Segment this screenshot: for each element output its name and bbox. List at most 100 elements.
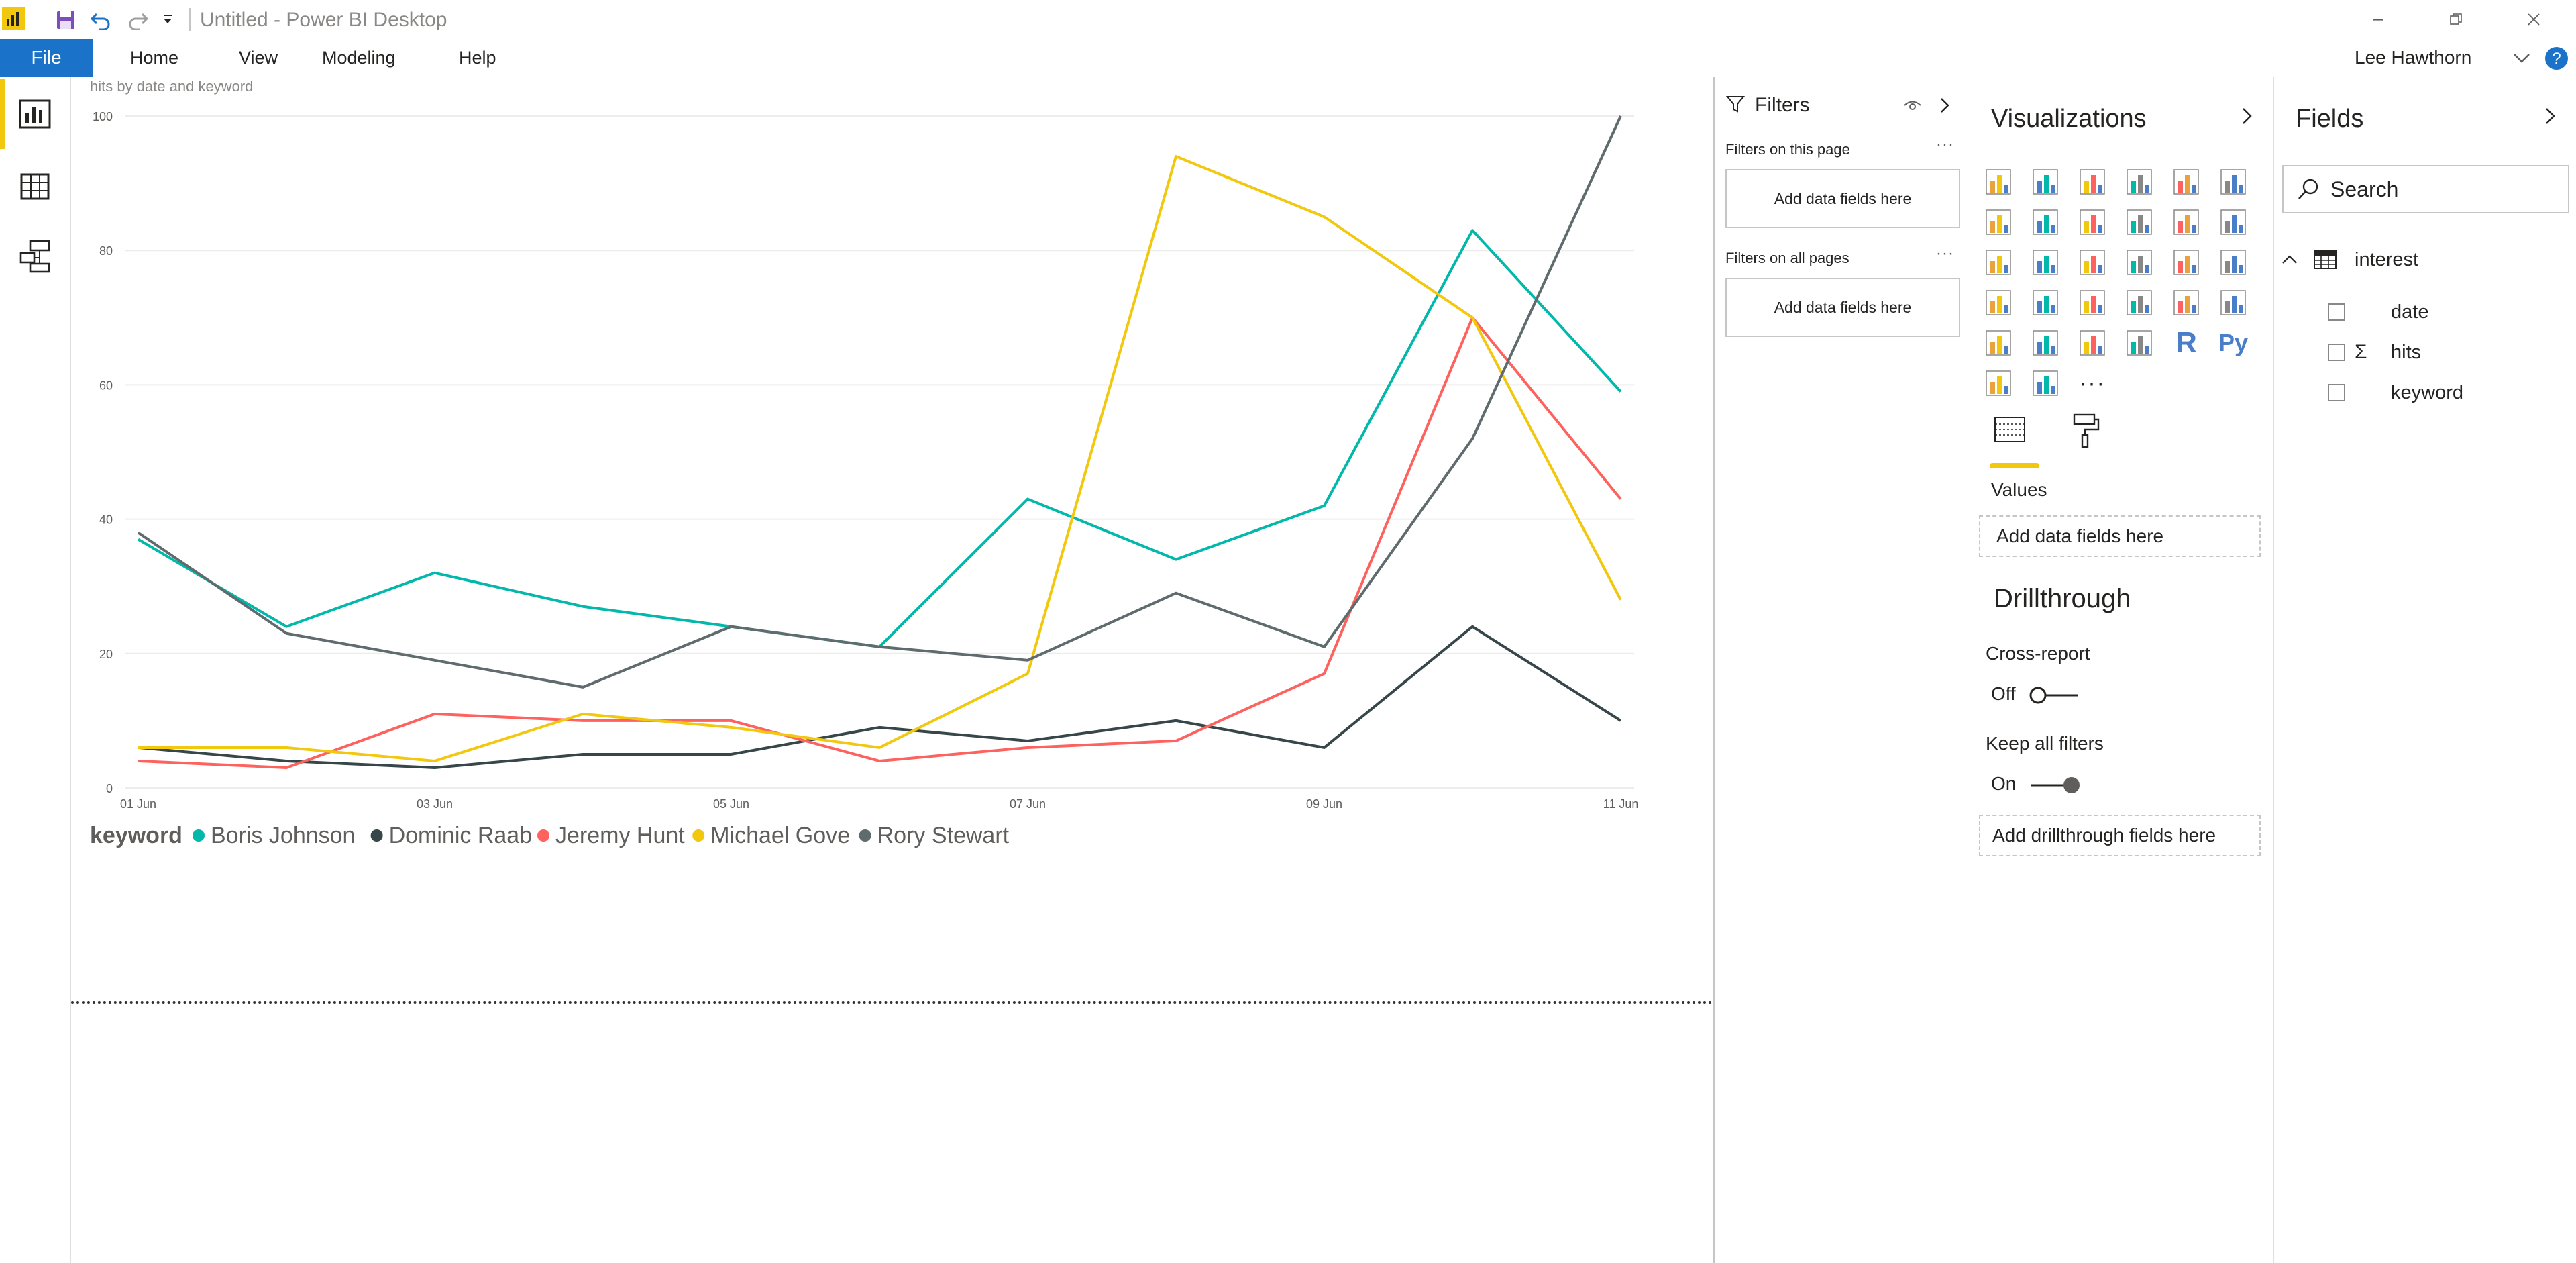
minimize-button[interactable] <box>2341 0 2415 39</box>
clustered-bar-chart-icon[interactable] <box>2076 165 2109 199</box>
clustered-column-chart-icon[interactable] <box>2123 165 2156 199</box>
collapse-fields-chevron-icon[interactable] <box>2540 106 2560 126</box>
map-icon[interactable] <box>2216 246 2250 279</box>
python-visual-icon[interactable]: Py <box>2216 326 2250 360</box>
model-view-icon[interactable] <box>0 221 70 291</box>
collapse-filters-chevron-icon[interactable] <box>1936 97 1953 114</box>
matrix-icon[interactable] <box>2123 326 2156 360</box>
arcgis-map-icon[interactable] <box>2029 366 2062 400</box>
waterfall-chart-icon[interactable] <box>1982 246 2015 279</box>
chart-title: hits by date and keyword <box>90 78 253 95</box>
save-icon[interactable] <box>52 7 79 34</box>
format-paint-roller-icon[interactable] <box>2070 412 2102 450</box>
gauge-icon[interactable] <box>2123 286 2156 319</box>
report-view-icon[interactable] <box>0 79 70 149</box>
kpi-icon[interactable] <box>1982 326 2015 360</box>
slicer-icon[interactable] <box>2029 326 2062 360</box>
undo-icon[interactable] <box>87 7 114 34</box>
table-icon[interactable] <box>2076 326 2109 360</box>
series-line-rory-stewart[interactable] <box>137 115 1622 689</box>
line-chart[interactable]: hits by date and keyword 0 20 40 60 80 100 01 … <box>71 77 1713 962</box>
scatter-chart-icon[interactable] <box>2029 246 2062 279</box>
collapse-visualizations-chevron-icon[interactable] <box>2237 106 2257 126</box>
user-name[interactable]: Lee Hawthorn <box>2355 47 2472 68</box>
menu-home[interactable]: Home <box>130 47 179 68</box>
chevron-down-icon[interactable] <box>2510 47 2533 70</box>
keep-all-filters-toggle[interactable] <box>2027 774 2081 796</box>
legend-item[interactable]: Boris Johnson <box>211 823 355 848</box>
menu-modeling[interactable]: Modeling <box>322 47 396 68</box>
legend-item[interactable]: Rory Stewart <box>877 823 1010 848</box>
stacked-bar-chart-icon[interactable] <box>1982 165 2015 199</box>
chevron-up-icon[interactable] <box>2281 251 2298 268</box>
cross-report-toggle[interactable] <box>2027 685 2081 706</box>
field-row-hits[interactable]: Σ hits <box>2274 336 2576 369</box>
multi-row-card-icon[interactable] <box>2216 286 2250 319</box>
key-influencers-icon[interactable] <box>1982 366 2015 400</box>
eye-icon[interactable] <box>1902 97 1923 114</box>
cross-report-state: Off <box>1991 683 2016 704</box>
100-stacked-bar-chart-icon[interactable] <box>2169 165 2203 199</box>
help-icon[interactable]: ? <box>2544 46 2569 71</box>
pie-chart-icon[interactable] <box>2076 246 2109 279</box>
ribbon-chart-icon[interactable] <box>2216 205 2250 239</box>
drillthrough-drop-well[interactable]: Add drillthrough fields here <box>1979 815 2261 856</box>
menu-view[interactable]: View <box>239 47 278 68</box>
treemap-icon[interactable] <box>2169 246 2203 279</box>
values-label: Values <box>1991 479 2047 500</box>
field-row-date[interactable]: date <box>2274 295 2576 329</box>
r-label: R <box>2176 326 2197 359</box>
field-row-keyword[interactable]: keyword <box>2274 376 2576 409</box>
x-tick-label: 05 Jun <box>713 797 749 811</box>
legend-item[interactable]: Michael Gove <box>710 823 850 848</box>
report-canvas[interactable]: hits by date and keyword 0 20 40 60 80 100 01 … <box>71 77 1713 1263</box>
report-filters-drop-well[interactable]: Add data fields here <box>1725 278 1960 337</box>
stacked-column-chart-icon[interactable] <box>2029 165 2062 199</box>
fields-search-box[interactable]: Search <box>2282 165 2569 213</box>
legend-marker <box>859 829 871 842</box>
page-filters-drop-well[interactable]: Add data fields here <box>1725 169 1960 228</box>
stacked-area-chart-icon[interactable] <box>2076 205 2109 239</box>
field-checkbox[interactable] <box>2328 303 2345 321</box>
visualizations-pane: Visualizations R Py ··· Values Add data fi… <box>1971 77 2274 1263</box>
series-line-dominic-raab[interactable] <box>138 625 1622 769</box>
active-view-indicator <box>0 79 5 149</box>
filled-map-icon[interactable] <box>1982 286 2015 319</box>
legend-item[interactable]: Jeremy Hunt <box>555 823 685 848</box>
table-row-interest[interactable]: interest <box>2274 243 2576 276</box>
series-line-boris-johnson[interactable] <box>137 229 1622 648</box>
shape-map-icon[interactable] <box>2029 286 2062 319</box>
fields-tab-icon[interactable] <box>1991 413 2029 447</box>
area-chart-icon[interactable] <box>2029 205 2062 239</box>
funnel-icon[interactable] <box>2076 286 2109 319</box>
more-options-icon[interactable]: ··· <box>1936 136 1954 154</box>
field-checkbox[interactable] <box>2328 384 2345 401</box>
legend-marker <box>193 829 205 842</box>
redo-icon[interactable] <box>125 7 152 34</box>
values-drop-well[interactable]: Add data fields here <box>1979 515 2261 557</box>
menu-help[interactable]: Help <box>459 47 496 68</box>
line-and-clustered-column-chart-icon[interactable] <box>2169 205 2203 239</box>
close-button[interactable] <box>2497 0 2571 39</box>
line-and-stacked-column-chart-icon[interactable] <box>2123 205 2156 239</box>
fields-tab-indicator <box>1990 463 2039 468</box>
donut-chart-icon[interactable] <box>2123 246 2156 279</box>
restore-button[interactable] <box>2419 0 2493 39</box>
search-input[interactable]: Search <box>2330 176 2399 201</box>
card-icon[interactable] <box>2169 286 2203 319</box>
series-line-michael-gove[interactable] <box>138 155 1622 762</box>
legend-item[interactable]: Dominic Raab <box>389 823 533 848</box>
customize-dropdown-icon[interactable] <box>156 7 180 34</box>
y-tick-label: 0 <box>106 782 113 795</box>
r-visual-icon[interactable]: R <box>2169 326 2203 360</box>
more-options-icon[interactable]: ··· <box>1936 244 1954 262</box>
y-tick-label: 60 <box>99 378 113 392</box>
field-checkbox[interactable] <box>2328 344 2345 361</box>
series-line-jeremy-hunt[interactable] <box>138 316 1622 769</box>
file-menu-button[interactable]: File <box>0 39 93 77</box>
more-visuals-icon[interactable]: ··· <box>2076 366 2109 400</box>
line-chart-icon[interactable] <box>1982 205 2015 239</box>
filters-on-all-pages-label: Filters on all pages <box>1725 250 1849 266</box>
data-view-icon[interactable] <box>0 152 70 221</box>
100-stacked-column-chart-icon[interactable] <box>2216 165 2250 199</box>
